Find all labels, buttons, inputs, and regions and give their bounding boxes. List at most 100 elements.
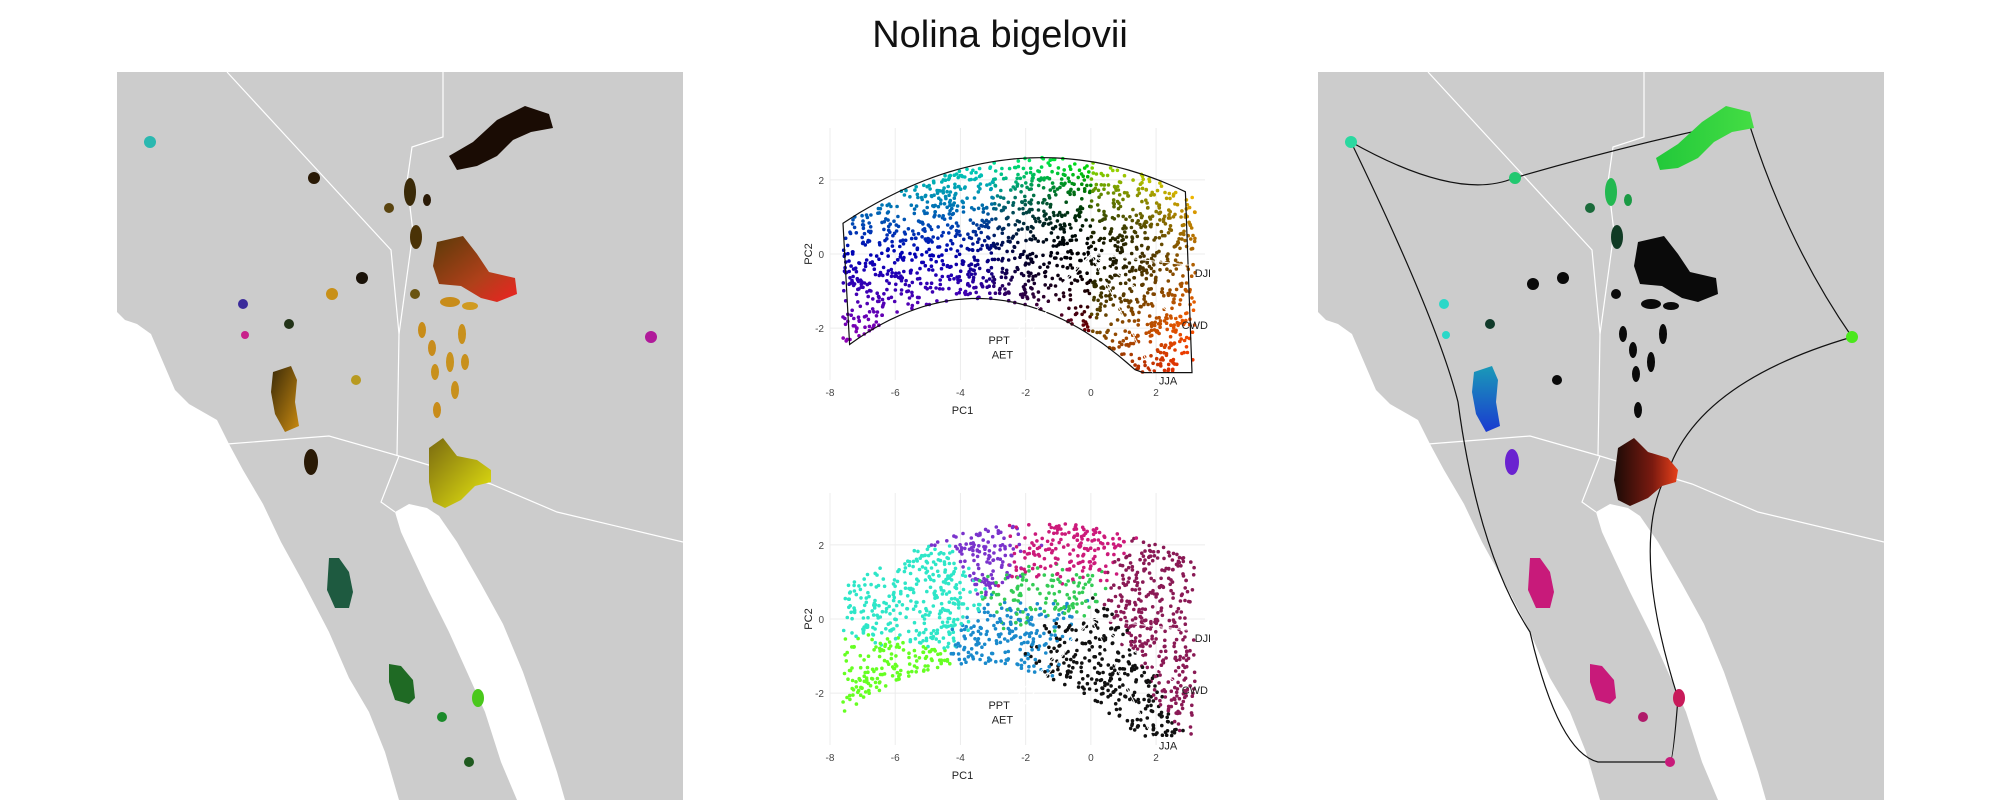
pca-point (1043, 548, 1048, 552)
pca-point (1099, 291, 1104, 295)
loading-label: CWD (1182, 685, 1208, 697)
pca-point (1121, 339, 1126, 343)
pca-point (888, 612, 892, 616)
pca-point (1096, 258, 1101, 263)
pca-point (1180, 706, 1185, 711)
pca-point (1140, 251, 1145, 256)
pca-point (936, 225, 940, 229)
pca-point (1110, 641, 1115, 646)
pca-point (1105, 614, 1109, 618)
pca-point (1193, 236, 1197, 241)
pca-point (843, 653, 847, 657)
pca-point (1010, 236, 1015, 240)
patch (384, 203, 394, 213)
pca-point (1118, 180, 1123, 185)
pca-point (1075, 251, 1080, 256)
pca-point (1021, 221, 1026, 226)
pca-point (1037, 644, 1042, 648)
pca-point (1121, 683, 1125, 687)
patch (1629, 342, 1637, 358)
pca-point (1053, 599, 1058, 603)
pca-point (974, 582, 979, 587)
pca-point (1043, 566, 1047, 571)
pca-point (1099, 183, 1104, 187)
pca-point (1078, 544, 1083, 548)
pca-point (1152, 592, 1157, 596)
patch (1656, 106, 1754, 170)
occurrence-patches (1345, 106, 1858, 767)
pca-point (1029, 183, 1034, 187)
pca-point (982, 576, 986, 581)
pca-point (929, 281, 934, 285)
pca-point (924, 559, 929, 564)
pca-point (960, 573, 965, 577)
pca-point (1163, 343, 1168, 347)
pca-point (1036, 239, 1040, 243)
pca-point (1124, 343, 1128, 347)
pca-point (1059, 313, 1064, 317)
pca-point (988, 245, 993, 250)
pca-point (868, 683, 873, 688)
pca-point (1094, 608, 1099, 613)
pca-point (1023, 194, 1027, 199)
pca-point (901, 648, 906, 652)
pca-point (1158, 673, 1162, 677)
pca-point (910, 290, 914, 295)
pca-point (1027, 546, 1032, 551)
pca-point (843, 596, 848, 601)
pca-point (949, 651, 954, 656)
pca-point (1013, 223, 1018, 227)
pca-point (1122, 610, 1126, 615)
pca-point (1080, 525, 1085, 530)
pca-point (927, 574, 931, 579)
pca-point (1132, 667, 1137, 672)
pca-point (1113, 594, 1118, 599)
pca-point (917, 276, 922, 281)
pca-point (938, 201, 943, 206)
pca-point (1183, 635, 1187, 639)
pca-point (1049, 649, 1053, 654)
pca-point (976, 206, 981, 211)
pca-point (1097, 238, 1101, 243)
pca-point (965, 246, 970, 251)
pca-point (1182, 678, 1186, 682)
pca-point (925, 547, 930, 552)
pca-point (1157, 204, 1161, 208)
x-tick-label: -8 (826, 388, 835, 399)
pca-point (894, 282, 898, 287)
pca-point (1109, 586, 1113, 590)
pca-point (1123, 606, 1128, 610)
pca-point (971, 275, 976, 280)
pca-point (859, 610, 863, 614)
pca-point (1010, 574, 1014, 579)
pca-point (1106, 688, 1110, 693)
pca-point (1068, 552, 1072, 556)
pca-point (1121, 667, 1125, 671)
pca-point (1052, 189, 1057, 194)
pca-point (950, 627, 955, 632)
pca-point (1023, 556, 1027, 560)
pca-point (1016, 228, 1021, 232)
pca-point (912, 648, 917, 653)
pca-point (1159, 649, 1163, 654)
pca-point (989, 251, 994, 255)
pca-point (1070, 234, 1075, 239)
pca-point (887, 640, 892, 644)
pca-point (927, 267, 931, 272)
pca-point (1086, 236, 1090, 241)
pca-point (908, 571, 913, 576)
pca-point (1095, 203, 1100, 207)
pca-point (1037, 573, 1041, 577)
pca-point (1106, 183, 1111, 187)
pca-point (988, 586, 992, 590)
pca-point (1192, 239, 1197, 244)
pca-point (1060, 634, 1065, 639)
pca-point (859, 596, 863, 600)
pca-point (1184, 653, 1189, 658)
pca-point (850, 678, 855, 683)
pca-point (1063, 532, 1067, 536)
patch (389, 664, 415, 704)
pca-point (1014, 620, 1018, 625)
pca-point (1045, 583, 1050, 588)
pca-point (1053, 556, 1058, 560)
